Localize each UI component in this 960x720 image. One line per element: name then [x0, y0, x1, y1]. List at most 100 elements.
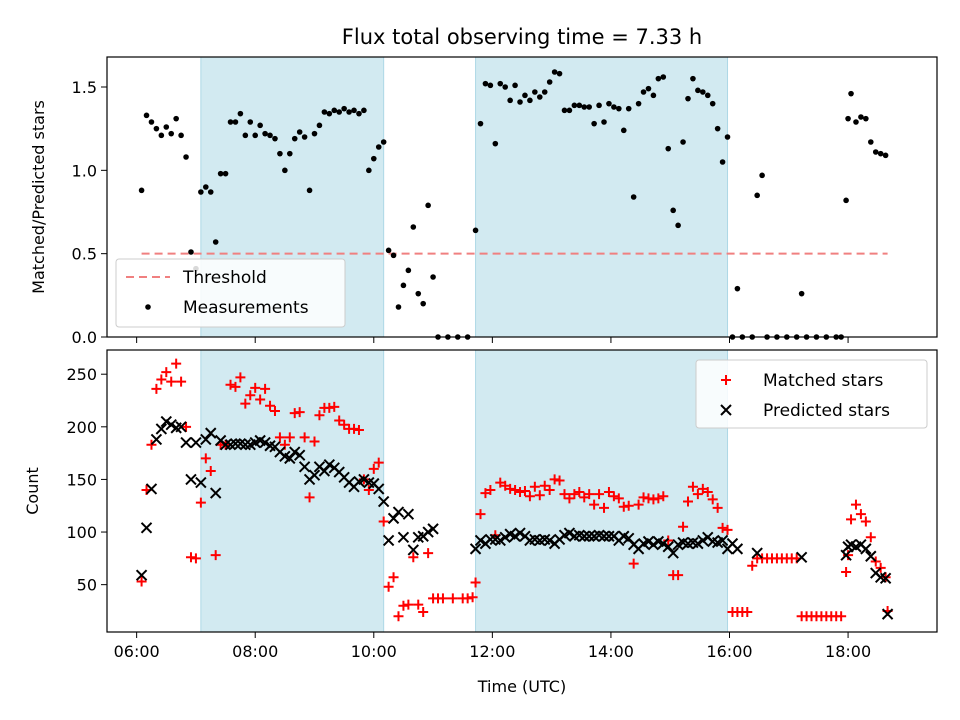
- matched-star-point: [836, 611, 847, 622]
- matched-star-point: [309, 436, 320, 447]
- matched-star-point: [594, 489, 605, 500]
- predicted-star-point: [667, 547, 679, 559]
- measurement-point: [576, 102, 583, 109]
- matched-star-point: [850, 499, 861, 510]
- predicted-star-point: [185, 473, 197, 486]
- measurement-point: [620, 127, 627, 134]
- predicted-star-point: [469, 543, 482, 555]
- predicted-star-point: [382, 534, 395, 547]
- measurement-point: [356, 110, 362, 117]
- matched-star-point: [437, 593, 448, 604]
- measurement-point: [660, 74, 667, 80]
- panel-frame: [106, 56, 938, 338]
- matched-star-point: [599, 502, 610, 513]
- matched-star-point: [554, 475, 565, 486]
- measurement-point: [586, 104, 592, 110]
- measurement-point: [665, 145, 672, 152]
- measurement-point: [492, 140, 499, 147]
- legend-top: Threshold Measurements: [115, 258, 346, 328]
- legend-predicted-swatch: [720, 404, 732, 416]
- matched-star-point: [534, 490, 545, 501]
- measurement-point: [596, 102, 602, 109]
- y-tick-label: 1.5: [72, 78, 97, 97]
- legend-measurement-label: Measurements: [183, 298, 309, 318]
- predicted-star-point: [692, 537, 704, 550]
- predicted-star-point: [155, 423, 168, 435]
- matched-star-point: [524, 491, 535, 502]
- measurement-point: [502, 84, 509, 90]
- measurement-point: [321, 109, 328, 115]
- measurement-point: [203, 184, 209, 190]
- predicted-star-point: [860, 543, 872, 555]
- y-axis-label: Count: [23, 467, 42, 515]
- matched-star-point: [324, 402, 335, 413]
- matched-star-point: [181, 421, 192, 432]
- matched-star-point: [230, 381, 241, 392]
- x-tick-label: 12:00: [469, 642, 515, 661]
- matched-star-point: [255, 394, 266, 405]
- measurement-point: [242, 132, 249, 139]
- measurement-point: [158, 132, 165, 139]
- legend-box: [115, 258, 346, 328]
- predicted-star-point: [175, 421, 187, 433]
- measurement-point: [143, 112, 150, 119]
- predicted-star-point: [145, 483, 158, 495]
- predicted-star-point: [377, 495, 390, 508]
- x-tick-label: 08:00: [232, 642, 278, 661]
- legend-predicted-label: Predicted stars: [763, 401, 890, 421]
- matched-star-point: [269, 406, 280, 417]
- matched-star-point: [235, 372, 246, 383]
- measurement-point: [571, 102, 578, 109]
- matched-star-point: [205, 466, 216, 477]
- predicted-star-point: [219, 438, 232, 451]
- measurement-point: [430, 274, 436, 280]
- matched-star-point: [413, 599, 424, 610]
- matched-star-point: [638, 492, 649, 503]
- predicted-star-point: [697, 534, 709, 547]
- matched-star-point: [613, 493, 624, 504]
- measurement-point: [277, 150, 283, 157]
- measurement-point: [541, 89, 548, 95]
- measurement-point: [704, 92, 711, 99]
- predicted-star-point: [190, 436, 202, 449]
- matched-star-point: [467, 592, 478, 603]
- matched-star-point: [722, 524, 733, 535]
- matched-star-point: [544, 484, 555, 495]
- predicted-star-point: [308, 469, 321, 481]
- predicted-star-point: [751, 547, 763, 559]
- y-tick-label: 150: [66, 470, 97, 489]
- measurement-point: [719, 159, 726, 165]
- predicted-star-point: [598, 530, 610, 542]
- measurement-point: [138, 187, 145, 194]
- predicted-star-point: [239, 438, 252, 451]
- matched-star-point: [846, 514, 857, 525]
- measurement-point: [331, 107, 338, 114]
- matched-star-point: [299, 432, 310, 443]
- matched-star-point: [549, 474, 560, 485]
- matched-star-point: [398, 600, 409, 611]
- measurement-point: [546, 79, 553, 85]
- measurement-point: [183, 154, 189, 160]
- shaded-interval: [475, 349, 729, 633]
- measurement-point: [390, 252, 397, 259]
- y-tick-label: 250: [66, 365, 97, 384]
- matched-star-point: [146, 439, 157, 450]
- measurement-point: [405, 267, 412, 274]
- matched-star-point: [628, 558, 639, 569]
- predicted-star-point: [583, 530, 595, 542]
- x-tick-label: 18:00: [825, 642, 871, 661]
- y-tick-label: 1.0: [72, 161, 97, 180]
- measurement-point: [346, 109, 352, 115]
- predicted-star-point: [642, 535, 655, 548]
- predicted-star-point: [165, 419, 177, 431]
- matched-star-point: [623, 500, 634, 511]
- matched-star-point: [663, 535, 674, 546]
- matched-star-point: [225, 379, 236, 390]
- measurement-point: [477, 120, 484, 127]
- measurement-point: [724, 134, 731, 140]
- matched-star-point: [136, 576, 147, 587]
- measurement-point: [650, 92, 657, 99]
- predicted-star-point: [563, 527, 576, 539]
- matched-star-point: [294, 407, 305, 418]
